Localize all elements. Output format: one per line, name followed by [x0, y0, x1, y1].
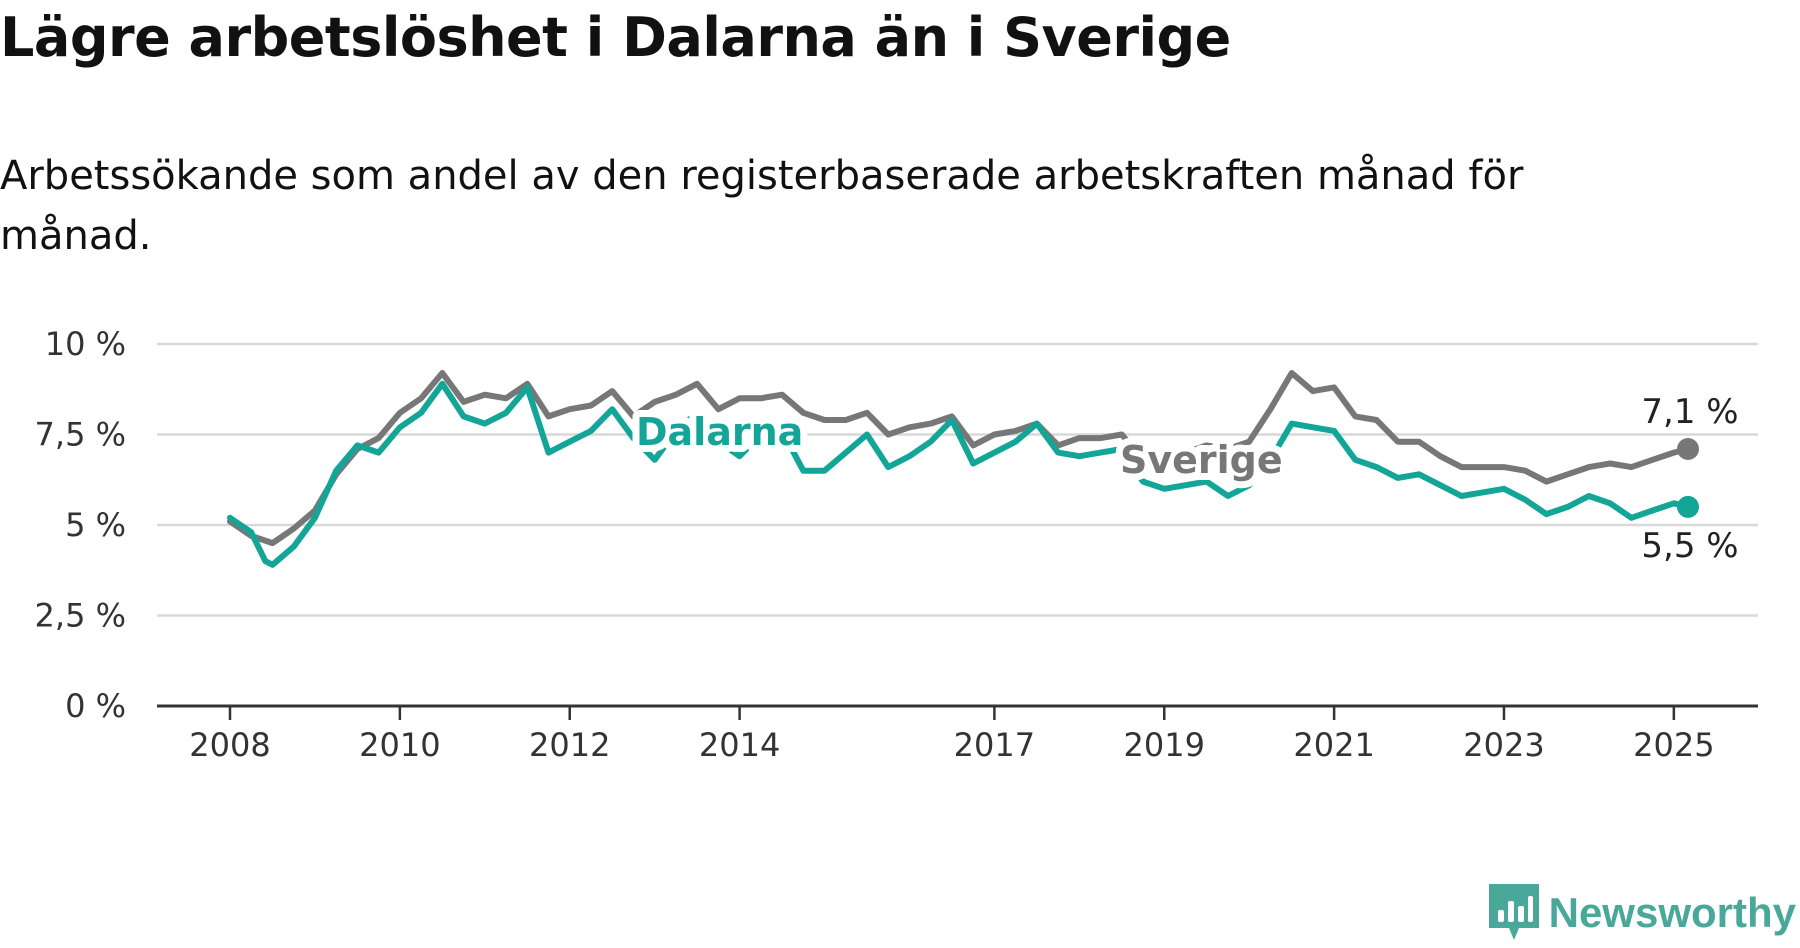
brand-name: Newsworthy: [1548, 889, 1796, 936]
x-tick-label: 2019: [1124, 726, 1205, 764]
end-point-sverige: [1677, 437, 1699, 460]
series-lines: [227, 370, 1699, 568]
grid-lines: [157, 342, 1758, 617]
chart-subtitle: Arbetssökande som andel av den registerb…: [0, 153, 1524, 259]
y-axis-tick-labels: 0 % 2,5 % 5 % 7,5 % 10 %: [35, 325, 126, 725]
end-point-dalarna: [1677, 495, 1699, 518]
x-axis-tick-labels: 2008 2010 2012 2014 2017 2019 2021 2023 2025: [189, 706, 1715, 764]
x-tick-label: 2021: [1293, 726, 1374, 764]
y-tick-label: 7,5 %: [35, 416, 126, 454]
x-tick-label: 2012: [529, 726, 610, 764]
x-tick-label: 2010: [359, 726, 440, 764]
x-tick-label: 2023: [1463, 726, 1544, 764]
series-labels: Sverige Dalarna 7,1 % 5,5 %: [629, 388, 1743, 570]
y-tick-label: 2,5 %: [35, 597, 126, 635]
y-tick-label: 0 %: [65, 687, 126, 725]
newsworthy-logo-icon: [1488, 884, 1539, 940]
x-tick-label: 2014: [699, 726, 780, 764]
brand-logo: Newsworthy: [1488, 878, 1796, 948]
chart-title: Lägre arbetslöshet i Dalarna än i Sverig…: [0, 6, 1231, 69]
series-line-dalarna: [227, 380, 1691, 568]
series-label-dalarna: Dalarna: [636, 410, 803, 454]
y-tick-label: 5 %: [65, 506, 126, 544]
x-tick-label: 2025: [1633, 726, 1714, 764]
series-label-sverige: Sverige: [1120, 438, 1283, 482]
end-value-label-sverige: 7,1 %: [1641, 392, 1738, 432]
y-tick-label: 10 %: [45, 325, 126, 363]
x-tick-label: 2008: [189, 726, 270, 764]
series-line-sverige: [227, 370, 1691, 547]
x-tick-label: 2017: [954, 726, 1035, 764]
end-value-label-dalarna: 5,5 %: [1641, 526, 1738, 566]
